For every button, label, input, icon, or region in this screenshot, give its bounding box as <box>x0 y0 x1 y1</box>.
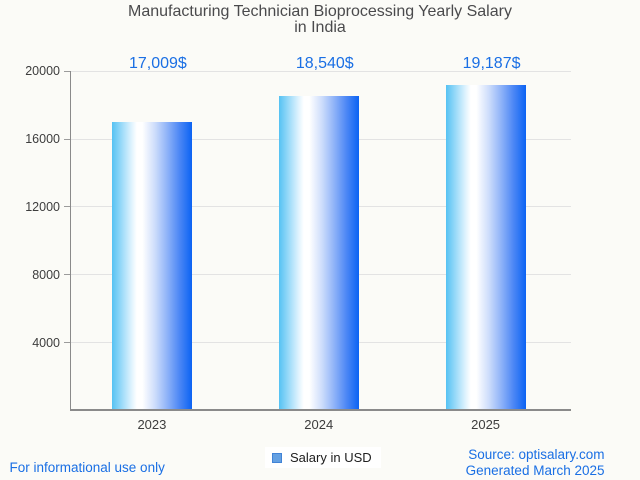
gridline-20000 <box>70 70 571 72</box>
y-tick-8000 <box>64 274 71 276</box>
x-tick-label-2025: 2025 <box>471 416 501 432</box>
y-tick-4000 <box>64 342 71 344</box>
x-axis-line <box>69 409 571 411</box>
y-tick-label-12000: 12000 <box>25 199 60 214</box>
bar-2024 <box>278 95 359 410</box>
y-tick-label-16000: 16000 <box>25 132 60 147</box>
x-tick-label-2024: 2024 <box>304 416 334 432</box>
x-tick-label-2023: 2023 <box>137 416 167 432</box>
y-axis-line <box>69 70 71 412</box>
footer-source: Source: optisalary.com Generated March 2… <box>466 447 605 480</box>
footer-generated-line: Generated March 2025 <box>465 463 605 478</box>
value-label-2025: 19,187$ <box>462 55 521 72</box>
y-tick-label-4000: 4000 <box>32 335 60 350</box>
y-tick-20000 <box>64 70 71 72</box>
bar-2023 <box>111 121 192 410</box>
legend-marker-icon <box>272 452 282 463</box>
value-label-2023: 17,009$ <box>128 55 187 72</box>
legend-label: Salary in USD <box>290 450 372 465</box>
chart-title: Manufacturing Technician Bioprocessing Y… <box>128 3 512 36</box>
value-label-2024: 18,540$ <box>295 55 354 72</box>
y-tick-12000 <box>64 206 71 208</box>
footer-disclaimer: For informational use only <box>9 459 165 475</box>
legend: Salary in USD <box>265 447 381 468</box>
bar-2025 <box>445 84 526 410</box>
y-tick-label-20000: 20000 <box>25 64 60 79</box>
y-tick-label-8000: 8000 <box>32 267 60 282</box>
y-tick-16000 <box>64 138 71 140</box>
footer-source-line: Source: optisalary.com <box>468 446 605 462</box>
